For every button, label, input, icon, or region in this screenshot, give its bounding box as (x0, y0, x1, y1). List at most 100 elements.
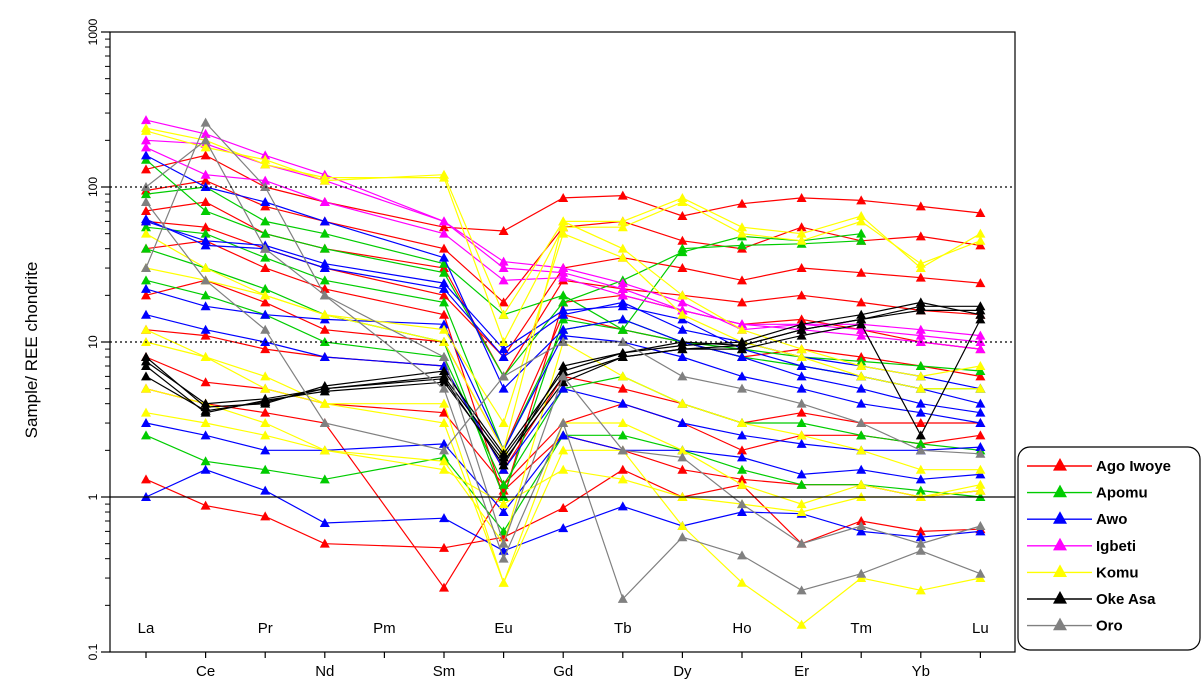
data-point (141, 115, 151, 125)
data-point (617, 301, 628, 311)
data-point (617, 216, 628, 226)
data-point (737, 430, 747, 440)
data-point (737, 198, 747, 208)
data-point (141, 275, 151, 285)
x-label-yb: Yb (912, 663, 930, 679)
data-point (677, 235, 688, 245)
data-point (200, 206, 211, 216)
data-point (856, 319, 867, 329)
legend-marker (1053, 484, 1067, 498)
data-point (975, 240, 986, 250)
data-point (677, 337, 688, 346)
data-point (260, 159, 271, 169)
data-point (498, 352, 509, 362)
data-point (737, 371, 747, 381)
data-point (558, 314, 569, 324)
data-point (260, 243, 271, 253)
y-axis-label: Sample/ REE chondrite (22, 262, 41, 439)
legend-marker (1053, 511, 1067, 524)
data-point (200, 324, 211, 334)
data-point (677, 243, 688, 253)
series-line (145, 434, 981, 533)
data-point (915, 231, 926, 241)
data-point (558, 267, 569, 277)
data-point (141, 371, 151, 381)
data-point (975, 330, 986, 340)
data-point (677, 309, 688, 319)
data-point (498, 297, 509, 307)
data-point (915, 445, 926, 455)
data-point (200, 275, 211, 285)
data-point (319, 324, 330, 334)
data-point (737, 479, 747, 489)
data-point (915, 532, 926, 542)
x-label-tm: Tm (850, 620, 872, 637)
series-line (145, 288, 981, 452)
data-point (200, 128, 211, 138)
data-point (558, 192, 569, 202)
data-point (141, 222, 151, 232)
data-point (319, 290, 330, 300)
legend-item-oro: Oro (1027, 617, 1123, 635)
data-point (260, 309, 271, 319)
data-point (141, 283, 151, 293)
data-point (141, 383, 151, 393)
data-point (439, 456, 449, 466)
data-point (975, 418, 986, 428)
data-point (915, 538, 926, 548)
data-point (319, 352, 330, 362)
data-point (558, 365, 569, 375)
data-point (260, 418, 271, 428)
legend-label: Komu (1096, 564, 1139, 581)
data-point (856, 445, 867, 455)
legend-marker (1053, 458, 1067, 471)
data-point (141, 309, 151, 319)
data-point (439, 445, 449, 455)
series-line (145, 130, 981, 316)
data-point (856, 314, 867, 324)
data-point (498, 337, 509, 346)
data-point (856, 526, 867, 536)
legend-item-ago-iwoye: Ago Iwoye (1027, 458, 1171, 475)
data-point (975, 305, 986, 315)
x-label-la: La (138, 620, 155, 637)
data-point (617, 190, 628, 200)
data-point (439, 172, 449, 182)
data-point (856, 228, 867, 238)
data-point (200, 405, 211, 415)
data-point (617, 314, 628, 324)
data-point (796, 430, 807, 440)
data-point (439, 582, 449, 592)
data-point (796, 418, 807, 428)
series-group-oro (141, 117, 986, 603)
data-point (856, 516, 867, 526)
data-point (856, 195, 867, 205)
data-point (260, 263, 271, 273)
data-point (141, 263, 151, 273)
data-point (856, 356, 867, 366)
data-point (796, 352, 807, 362)
data-point (498, 383, 509, 393)
data-point (200, 235, 211, 245)
data-point (737, 297, 747, 307)
legend-label: Ago Iwoye (1096, 458, 1171, 475)
data-point (975, 344, 986, 354)
data-point (439, 290, 449, 300)
data-point (260, 228, 271, 238)
data-point (796, 361, 807, 371)
data-point (558, 523, 569, 533)
data-point (796, 371, 807, 381)
series-line (145, 201, 981, 455)
data-point (558, 502, 569, 512)
legend-marker (1053, 537, 1067, 551)
legend-item-komu: Komu (1027, 564, 1139, 581)
data-point (737, 499, 747, 509)
data-point (319, 172, 330, 182)
data-point (200, 117, 211, 127)
data-point (975, 430, 986, 440)
data-point (319, 197, 330, 207)
data-point (617, 418, 628, 428)
data-point (439, 319, 449, 329)
data-point (856, 479, 867, 489)
data-point (319, 314, 330, 324)
